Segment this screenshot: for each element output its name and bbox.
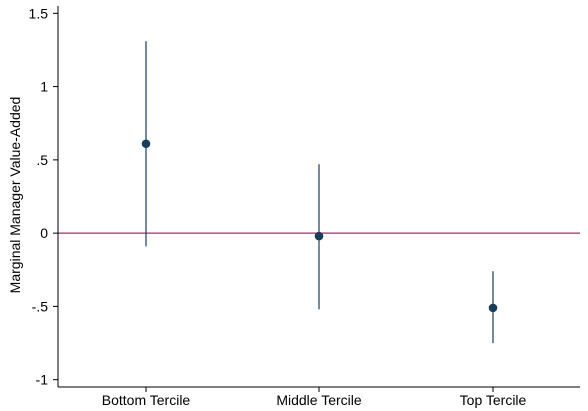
x-tick-label: Top Tercile: [460, 392, 527, 408]
x-tick-label: Bottom Tercile: [102, 392, 191, 408]
y-tick-label: -.5: [32, 298, 49, 314]
y-tick-label: .5: [36, 152, 48, 168]
y-tick-label: 1.5: [29, 5, 49, 21]
point-estimate: [314, 231, 324, 241]
y-tick-label: -1: [36, 372, 49, 388]
axes-layer: -1 -.5 0 .5 1 1.5 Bottom Tercile Middle Tercile…: [29, 5, 580, 408]
point-estimate: [141, 139, 151, 149]
y-axis-label: Marginal Manager Value-Added: [7, 97, 23, 294]
x-tick-label: Middle Tercile: [276, 392, 362, 408]
y-tick-label: 1: [40, 79, 48, 95]
points-layer: [141, 41, 498, 344]
y-tick-label: 0: [40, 225, 48, 241]
point-estimate: [488, 303, 498, 313]
